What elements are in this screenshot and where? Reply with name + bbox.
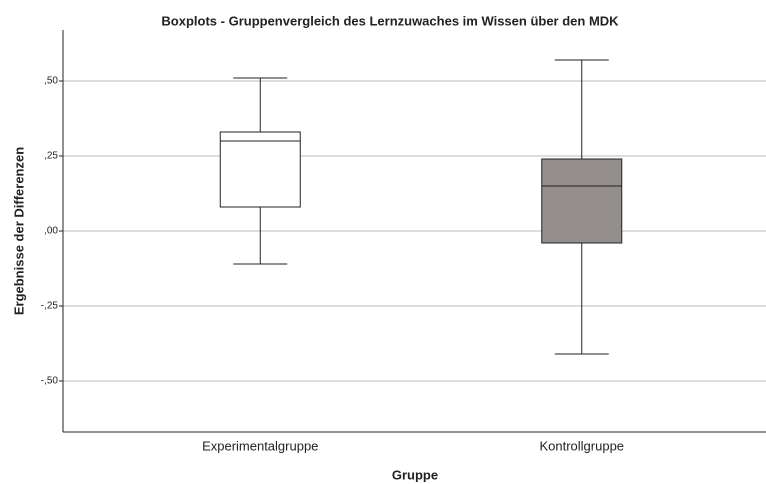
y-tick-label: -,25 [41,301,59,312]
x-tick-label: Kontrollgruppe [539,438,624,453]
y-axis-label: Ergebnisse der Differenzen [11,147,26,315]
x-tick-label: Experimentalgruppe [202,438,318,453]
y-tick-label: -,50 [41,376,59,387]
y-tick-label: ,00 [44,226,58,237]
x-axis-label: Gruppe [392,467,438,482]
y-tick-label: ,50 [44,76,58,87]
box [541,158,623,244]
y-tick-label: ,25 [44,151,58,162]
box [219,131,301,208]
chart-title: Boxplots - Gruppenvergleich des Lernzuwa… [161,13,619,28]
